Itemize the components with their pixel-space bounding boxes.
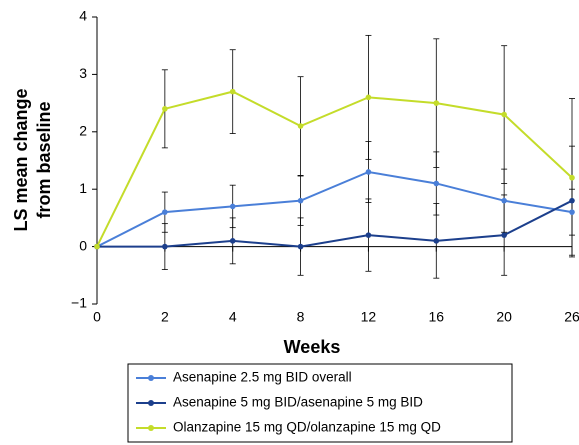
y-axis-label: LS mean change [11,88,31,231]
y-tick-label: 1 [79,180,87,196]
data-point [365,169,372,175]
data-point [501,232,507,238]
data-point [433,238,440,244]
data-point [229,88,236,95]
legend-box [127,363,513,443]
legend-marker [148,425,154,431]
x-tick-label: 2 [161,309,169,325]
data-point [94,243,100,250]
x-axis-label: Weeks [284,337,341,357]
y-tick-label: 3 [79,65,87,81]
legend-marker [148,400,154,406]
data-point [433,100,440,106]
data-point [162,243,168,250]
series-line [96,90,573,248]
data-point [162,209,168,215]
data-point [569,174,575,181]
x-tick-label: 0 [93,309,101,325]
y-axis-label: from baseline [34,101,54,218]
legend-marker [148,375,154,381]
x-tick-label: 20 [496,309,512,325]
data-point [433,180,440,187]
data-point [365,94,372,101]
legend-label: Asenapine 2.5 mg BID overall [173,370,352,385]
data-point [297,197,304,204]
data-point [297,123,304,129]
x-tick-label: 4 [229,309,237,325]
data-point [297,243,304,250]
x-tick-label: 26 [564,309,579,325]
y-tick-label: 2 [79,123,87,139]
data-point [365,232,372,238]
data-point [162,106,168,112]
y-tick-label: −1 [71,295,87,311]
x-tick-label: 16 [428,309,444,325]
x-tick-label: 8 [297,309,305,325]
data-point [569,209,575,215]
series-line [97,199,573,248]
legend-label: Olanzapine 15 mg QD/olanzapine 15 mg QD [173,420,441,435]
data-point [229,238,236,244]
x-tick-label: 12 [361,309,377,325]
series-line [96,170,573,248]
data-point [229,203,236,210]
y-tick-label: 0 [79,237,87,253]
data-point [569,197,575,204]
legend-label: Asenapine 5 mg BID/asenapine 5 mg BID [173,395,423,410]
data-point [501,197,507,204]
y-tick-label: 4 [79,8,87,24]
data-point [501,111,507,118]
